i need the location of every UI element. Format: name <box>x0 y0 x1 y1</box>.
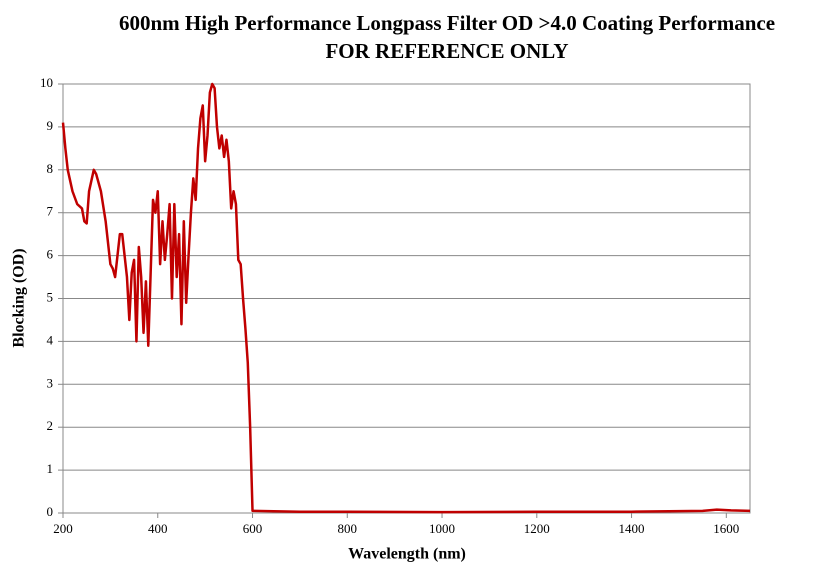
y-tick-label: 4 <box>47 332 54 347</box>
x-axis-title: Wavelength (nm) <box>348 546 466 563</box>
x-tick-label: 400 <box>148 521 168 536</box>
chart-title: 600nm High Performance Longpass Filter O… <box>119 11 775 35</box>
x-tick-label: 1200 <box>524 521 550 536</box>
y-tick-label: 1 <box>47 461 54 476</box>
y-tick-label: 2 <box>47 418 54 433</box>
y-tick-label: 6 <box>47 247 54 262</box>
x-tick-label: 200 <box>53 521 73 536</box>
y-axis-title: Blocking (OD) <box>11 248 28 347</box>
x-tick-label: 1400 <box>619 521 645 536</box>
y-tick-label: 7 <box>47 204 54 219</box>
y-tick-label: 3 <box>47 375 54 390</box>
y-tick-label: 10 <box>40 75 53 90</box>
x-tick-label: 1600 <box>713 521 739 536</box>
y-tick-label: 8 <box>47 161 54 176</box>
x-tick-label: 1000 <box>429 521 455 536</box>
chart-subtitle: FOR REFERENCE ONLY <box>325 39 568 63</box>
x-tick-label: 800 <box>338 521 358 536</box>
y-tick-label: 9 <box>47 118 54 133</box>
data-line <box>61 82 751 514</box>
x-tick-label: 600 <box>243 521 263 536</box>
y-tick-label: 5 <box>47 289 54 304</box>
y-tick-label: 0 <box>47 504 54 519</box>
